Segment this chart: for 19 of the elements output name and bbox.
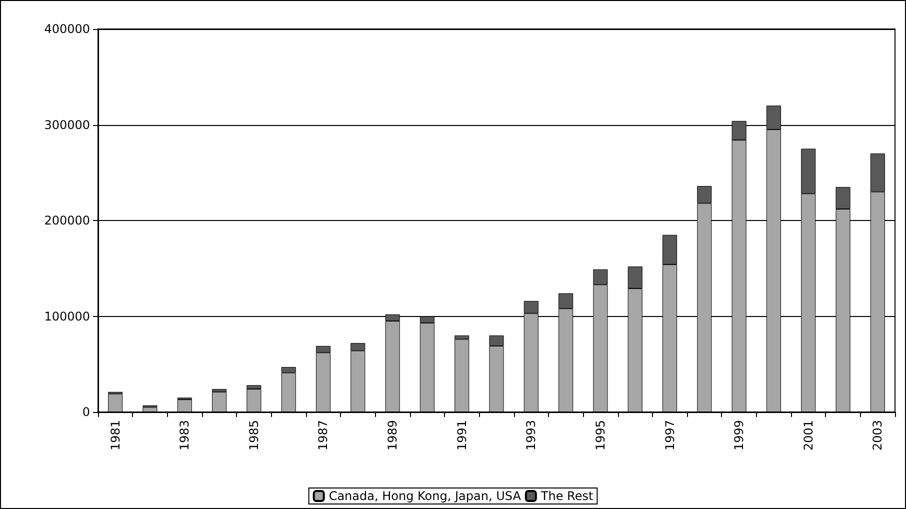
x-tick-label: 1989 <box>386 420 400 451</box>
x-tick-label: 2001 <box>801 420 816 451</box>
x-tick-label: 1983 <box>178 420 192 451</box>
x-tick-label: 1987 <box>316 420 330 451</box>
legend-label: Canada, Hong Kong, Japan, USA <box>328 489 522 503</box>
x-tick-label: 2003 <box>870 420 885 451</box>
x-tick-label: 1995 <box>593 420 608 451</box>
y-tick-label: 0 <box>82 405 90 419</box>
x-tick-label: 1993 <box>524 420 538 451</box>
x-tick-label: 1999 <box>732 420 746 451</box>
y-tick-label: 400000 <box>44 22 90 36</box>
y-tick-label: 300000 <box>44 118 90 132</box>
x-tick-label: 1991 <box>454 420 469 451</box>
y-tick-label: 100000 <box>44 309 90 324</box>
x-tick-label: 1981 <box>108 420 122 451</box>
y-tick-label: 200000 <box>44 214 90 228</box>
x-tick-label: 1997 <box>662 420 677 451</box>
legend-label: The Rest <box>540 489 594 503</box>
x-tick-label: 1985 <box>246 420 261 451</box>
